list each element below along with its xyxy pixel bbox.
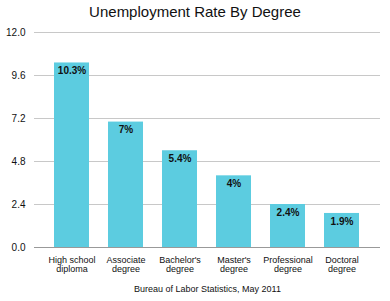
svg-text:Doctoraldegree: Doctoraldegree	[325, 255, 359, 274]
svg-text:Bureau of Labor Statistics, Ma: Bureau of Labor Statistics, May 2011	[134, 284, 281, 294]
svg-text:10.3%: 10.3%	[58, 65, 86, 76]
svg-text:High schooldiploma: High schooldiploma	[48, 255, 95, 274]
svg-text:Professionaldegree: Professionaldegree	[263, 255, 313, 274]
svg-text:2.4: 2.4	[12, 199, 26, 210]
html-text:Unemployment Rate By Degree: Unemployment Rate By Degree	[89, 3, 301, 20]
svg-text:Master'sdegree: Master'sdegree	[217, 255, 251, 274]
svg-text:12.0: 12.0	[6, 27, 26, 38]
svg-text:4%: 4%	[227, 178, 242, 189]
svg-text:7%: 7%	[119, 124, 134, 135]
svg-text:5.4%: 5.4%	[169, 153, 192, 164]
svg-text:7.2: 7.2	[12, 113, 26, 124]
svg-text:1.9%: 1.9%	[331, 216, 354, 227]
svg-text:4.8: 4.8	[12, 156, 26, 167]
svg-text:9.6: 9.6	[12, 70, 26, 81]
svg-text:Bachelor'sdegree: Bachelor'sdegree	[159, 255, 201, 274]
svg-text:0.0: 0.0	[12, 242, 26, 253]
svg-text:Associatedegree: Associatedegree	[106, 255, 145, 274]
svg-text:2.4%: 2.4%	[277, 207, 300, 218]
